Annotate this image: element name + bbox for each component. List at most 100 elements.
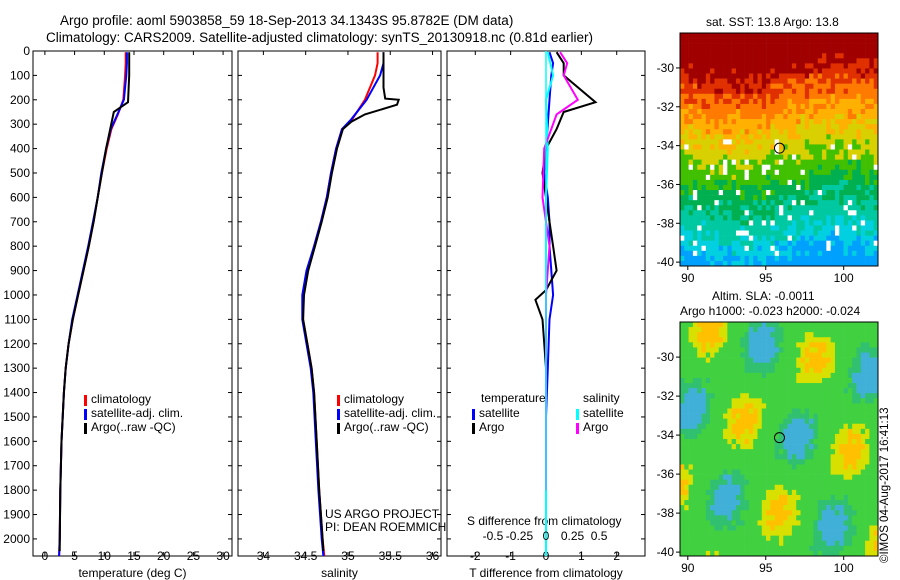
sla-map-cell <box>869 433 874 440</box>
sla-map-cell <box>852 347 857 353</box>
sla-map-cell <box>710 383 715 389</box>
sla-map-cell <box>800 418 806 425</box>
sst-map-cell <box>761 93 767 100</box>
sla-map-cell <box>744 433 750 440</box>
sla-map-cell <box>774 383 780 389</box>
sla-map-cell <box>860 510 866 516</box>
sla-map-cell <box>684 367 689 374</box>
sla-map-cell <box>822 408 827 414</box>
sst-map-cell <box>813 200 819 206</box>
sst-map-cell <box>852 245 857 252</box>
sst-map-cell <box>809 98 814 105</box>
sla-map-cell <box>770 332 775 338</box>
sla-map-cell <box>748 372 754 379</box>
sla-map-cell <box>830 469 836 475</box>
sla-map-cell <box>757 479 763 486</box>
sla-map-cell <box>766 525 771 531</box>
temperature-profile-xtick-label: 5 <box>71 549 78 563</box>
sla-map-cell <box>847 515 853 521</box>
sst-map-cell <box>761 33 767 39</box>
sla-map-cell <box>684 322 689 328</box>
sst-map-cell <box>796 114 801 120</box>
sla-map-cell <box>727 459 732 465</box>
sst-map-cell <box>718 58 724 64</box>
sst-map-cell <box>697 43 702 49</box>
sla-map-cell <box>860 398 866 404</box>
sst-map-cell <box>869 48 874 54</box>
sst-map-cell <box>718 88 724 95</box>
sla-map-cell <box>869 449 874 455</box>
sla-map-cell <box>710 352 715 358</box>
sst-map-cell <box>787 73 793 79</box>
sst-map-cell <box>757 164 763 171</box>
sst-map-cell <box>766 159 771 165</box>
sst-map-cell <box>688 220 694 226</box>
sst-map-cell <box>770 220 775 226</box>
sst-map-cell <box>697 103 702 110</box>
sst-map-cell <box>727 78 732 84</box>
sla-map-cell <box>817 337 823 343</box>
sla-map-cell <box>830 530 836 536</box>
sst-map-cell <box>710 225 715 231</box>
sst-map-cell <box>774 255 780 262</box>
sla-map-cell <box>852 357 857 363</box>
sla-map-cell <box>714 337 720 343</box>
sst-map-cell <box>779 174 784 181</box>
sst-map-cell <box>869 108 874 115</box>
sla-map-cell <box>865 418 870 425</box>
sst-map-cell <box>860 103 866 110</box>
sla-map-cell <box>757 550 763 557</box>
sst-map-cell <box>843 108 849 115</box>
sst-map-cell <box>714 164 720 171</box>
sst-map-cell <box>761 190 767 196</box>
sst-map-cell <box>701 144 707 150</box>
sst-map-cell <box>774 205 780 211</box>
sla-map-cell <box>680 484 685 491</box>
sla-map-cell <box>692 413 698 419</box>
sla-map-cell <box>753 505 758 511</box>
sla-map-cell <box>744 342 750 348</box>
depth-tick-label: 200 <box>10 93 30 107</box>
sst-map-cell <box>735 174 741 181</box>
sst-map-cell <box>766 250 771 257</box>
sla-map-cell <box>783 439 788 445</box>
sst-map-cell <box>753 149 758 155</box>
sst-map-cell <box>822 63 827 69</box>
sla-map-cell <box>748 342 754 348</box>
sst-map-cell <box>701 210 707 216</box>
sla-map-cell <box>856 337 862 343</box>
sla-map-cell <box>723 459 728 465</box>
sst-map-cell <box>714 235 720 241</box>
sst-map-cell <box>796 83 801 90</box>
sla-map-cell <box>873 388 879 394</box>
sla-map-cell <box>731 510 737 516</box>
sla-map-cell <box>830 540 836 547</box>
sst-map-cell <box>744 235 750 241</box>
sla-map-cell <box>869 454 874 460</box>
sla-map-cell <box>714 327 720 333</box>
sst-map-cell <box>830 119 836 125</box>
sla-map-cell <box>822 525 827 531</box>
sst-map-cell <box>740 124 745 130</box>
sla-map-cell <box>869 505 874 511</box>
sst-map-cell <box>718 190 724 196</box>
sst-map-cell <box>688 159 694 165</box>
sla-map-cell <box>796 327 801 333</box>
sst-map-cell <box>804 245 810 252</box>
sst-map-cell <box>843 220 849 226</box>
sst-map-cell <box>852 108 857 115</box>
sst-map-cell <box>843 164 849 171</box>
sst-map-cell <box>817 164 823 171</box>
sla-map-cell <box>826 525 831 531</box>
sst-map-cell <box>723 250 728 257</box>
sla-map-cell <box>744 545 750 552</box>
sst-map-cell <box>843 129 849 135</box>
sst-map-cell <box>727 225 732 231</box>
sst-map-cell <box>843 215 849 221</box>
sla-map-cell <box>684 408 689 414</box>
sst-map-cell <box>839 38 844 44</box>
sst-map-cell <box>727 63 732 69</box>
sla-map-cell <box>817 540 823 547</box>
diff-legend-swatch <box>472 409 475 420</box>
sla-map-cell <box>860 327 866 333</box>
